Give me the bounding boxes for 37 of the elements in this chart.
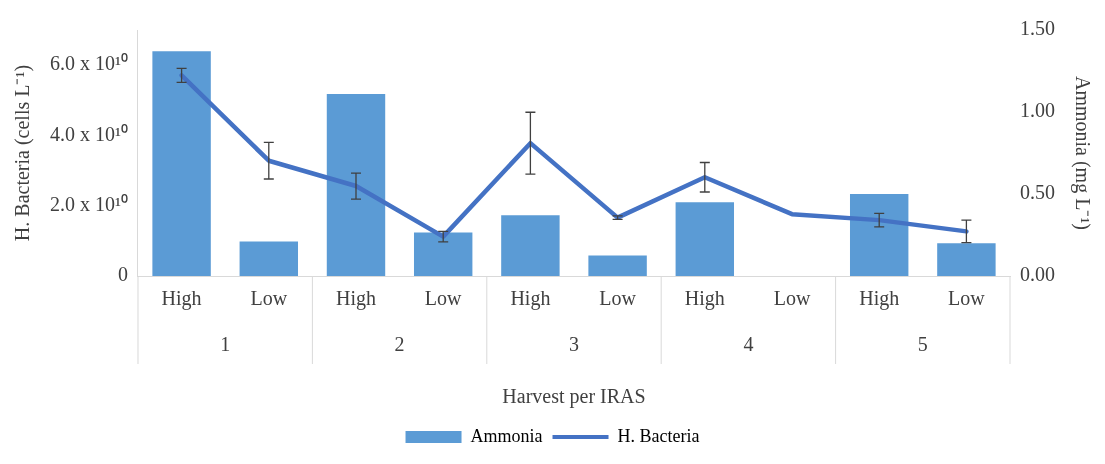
legend-label: H. Bacteria bbox=[617, 425, 700, 446]
x-tick-label: High bbox=[336, 287, 376, 311]
x-tick-label: Low bbox=[948, 287, 986, 310]
x-tick-label: High bbox=[510, 287, 551, 311]
y2-tick-label: 1.50 bbox=[1020, 17, 1055, 40]
bar bbox=[849, 194, 909, 276]
y2-tick-label: 0.00 bbox=[1020, 263, 1055, 286]
x-tick-label: High bbox=[859, 287, 900, 311]
bar bbox=[588, 255, 647, 276]
text: 4 bbox=[743, 333, 754, 356]
bar bbox=[239, 241, 299, 276]
y-axis-title: H. Bacteria (cells L⁻¹) bbox=[11, 64, 35, 242]
y-tick-label: 0 bbox=[118, 263, 128, 286]
legend-label: Ammonia bbox=[470, 425, 543, 446]
bar bbox=[675, 202, 735, 276]
x-tick-label: Low bbox=[773, 287, 811, 310]
x-tick-label: High bbox=[684, 287, 725, 311]
y-tick-label: 4.0 x 10¹⁰ bbox=[50, 122, 128, 145]
y-tick-label: 6.0 x 10¹⁰ bbox=[50, 52, 128, 75]
y2-axis-title: Ammonia (mg L⁻¹) bbox=[1070, 75, 1094, 231]
x-tick-label: Low bbox=[250, 287, 288, 310]
bar bbox=[937, 243, 996, 276]
x-tick-label: High bbox=[161, 287, 202, 311]
x-tick-label: Low bbox=[424, 287, 463, 310]
text: 2 bbox=[394, 333, 405, 356]
x-tick-label: Low bbox=[599, 287, 637, 310]
x-axis-title: Harvest per IRAS bbox=[502, 385, 646, 409]
text: 1 bbox=[220, 333, 231, 356]
text: 5 bbox=[917, 333, 928, 356]
y-tick-label: 2.0 x 10¹⁰ bbox=[50, 192, 128, 215]
y2-tick-label: 1.00 bbox=[1020, 99, 1055, 122]
bar bbox=[326, 93, 386, 276]
y2-tick-label: 0.50 bbox=[1020, 181, 1055, 204]
bar bbox=[152, 51, 211, 276]
bar bbox=[501, 215, 560, 276]
text: 3 bbox=[569, 333, 579, 356]
bar bbox=[413, 232, 473, 276]
